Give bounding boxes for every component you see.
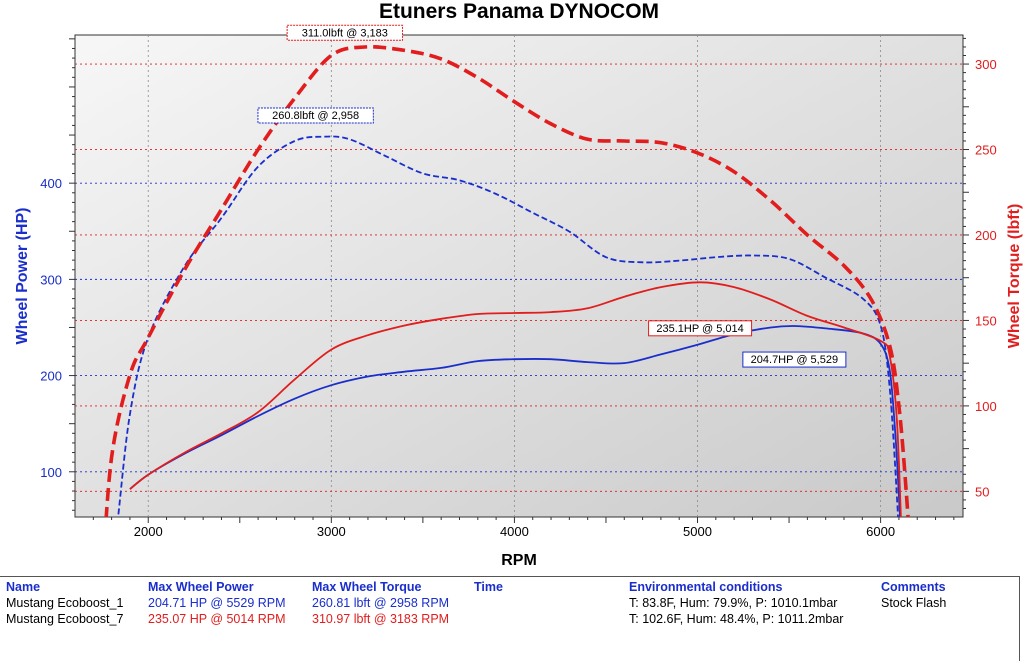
series-line-1	[129, 325, 901, 517]
chart-title: Etuners Panama DYNOCOM	[379, 0, 659, 23]
comment-value: Stock Flash	[881, 596, 947, 610]
run-name: Mustang Ecoboost_1	[6, 596, 124, 610]
environment-value: T: 102.6F, Hum: 48.4%, P: 1011.2mbar	[629, 612, 844, 626]
x-tick-label: 6000	[866, 524, 895, 539]
annotation-label: 260.8lbft @ 2,958	[257, 107, 374, 124]
run-name: Mustang Ecoboost_7	[6, 612, 124, 626]
series-lines	[104, 45, 910, 517]
header-max-torque: Max Wheel Torque	[312, 580, 422, 594]
x-tick-label: 4000	[500, 524, 529, 539]
environment-value: T: 83.8F, Hum: 79.9%, P: 1010.1mbar	[629, 596, 838, 610]
left-tick-label: 400	[40, 176, 62, 191]
header-max-power: Max Wheel Power	[148, 580, 254, 594]
header-name: Name	[6, 580, 41, 594]
time-value	[468, 611, 623, 627]
right-tick-label: 150	[975, 313, 997, 328]
header-time: Time	[474, 580, 503, 594]
max-torque-value: 260.81 lbft @ 2958 RPM	[312, 596, 450, 610]
dyno-chart: 2000 3000 4000 5000 6000 100 200 300 400 50 100 150…	[14, 0, 1023, 569]
right-tick-label: 200	[975, 228, 997, 243]
grid-lines	[75, 35, 963, 517]
max-torque-value: 310.97 lbft @ 3183 RPM	[312, 612, 450, 626]
comment-value	[875, 611, 1019, 627]
annotation-label: 235.1HP @ 5,014	[648, 320, 753, 337]
y-axis-right-label: Wheel Torque (lbft)	[1006, 204, 1023, 349]
x-tick-label: 2000	[134, 524, 163, 539]
left-tick-label: 300	[40, 272, 62, 287]
svg-text:204.7HP @ 5,529: 204.7HP @ 5,529	[751, 354, 838, 366]
axis-ticks: 2000 3000 4000 5000 6000 100 200 300 400 50 100 150…	[40, 37, 997, 539]
table-row[interactable]: Mustang Ecoboost_7 235.07 HP @ 5014 RPM …	[0, 611, 1019, 627]
right-tick-label: 300	[975, 57, 997, 72]
summary-table: Name Max Wheel Power Max Wheel Torque Ti…	[0, 577, 1019, 627]
svg-text:260.8lbft @ 2,958: 260.8lbft @ 2,958	[272, 110, 359, 122]
max-power-value: 204.71 HP @ 5529 RPM	[148, 596, 286, 610]
series-line-3	[129, 281, 902, 517]
left-tick-label: 100	[40, 465, 62, 480]
x-tick-label: 5000	[683, 524, 712, 539]
left-tick-label: 200	[40, 369, 62, 384]
series-line-4	[104, 45, 910, 517]
plot-area	[74, 34, 964, 518]
table-header-row: Name Max Wheel Power Max Wheel Torque Ti…	[0, 577, 1019, 595]
annotation-label: 311.0lbft @ 3,183	[286, 24, 404, 41]
header-environment: Environmental conditions	[629, 580, 783, 594]
table-row[interactable]: Mustang Ecoboost_1 204.71 HP @ 5529 RPM …	[0, 595, 1019, 611]
x-tick-label: 3000	[317, 524, 346, 539]
right-tick-label: 50	[975, 484, 989, 499]
x-axis-label: RPM	[501, 552, 537, 569]
right-tick-label: 250	[975, 143, 997, 158]
right-tick-label: 100	[975, 399, 997, 414]
header-comments: Comments	[881, 580, 946, 594]
svg-text:311.0lbft @ 3,183: 311.0lbft @ 3,183	[302, 27, 388, 39]
max-power-value: 235.07 HP @ 5014 RPM	[148, 612, 286, 626]
time-value	[468, 595, 623, 611]
y-axis-left-label: Wheel Power (HP)	[14, 208, 31, 345]
summary-table-panel: Name Max Wheel Power Max Wheel Torque Ti…	[0, 576, 1020, 661]
svg-text:235.1HP @ 5,014: 235.1HP @ 5,014	[656, 323, 743, 335]
annotation-label: 204.7HP @ 5,529	[742, 351, 847, 368]
annotations: 311.0lbft @ 3,183 260.8lbft @ 2,958 235.1H…	[257, 24, 847, 368]
